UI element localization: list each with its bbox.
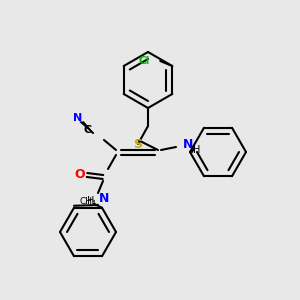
Text: N: N (183, 139, 194, 152)
Text: H: H (193, 145, 200, 155)
Text: H: H (87, 196, 94, 206)
Text: O: O (75, 169, 85, 182)
Text: Cl: Cl (139, 56, 150, 66)
Text: C: C (84, 125, 92, 135)
Text: N: N (99, 193, 110, 206)
Text: N: N (74, 113, 82, 123)
Text: S: S (134, 137, 142, 151)
Text: CH₃: CH₃ (80, 197, 96, 206)
